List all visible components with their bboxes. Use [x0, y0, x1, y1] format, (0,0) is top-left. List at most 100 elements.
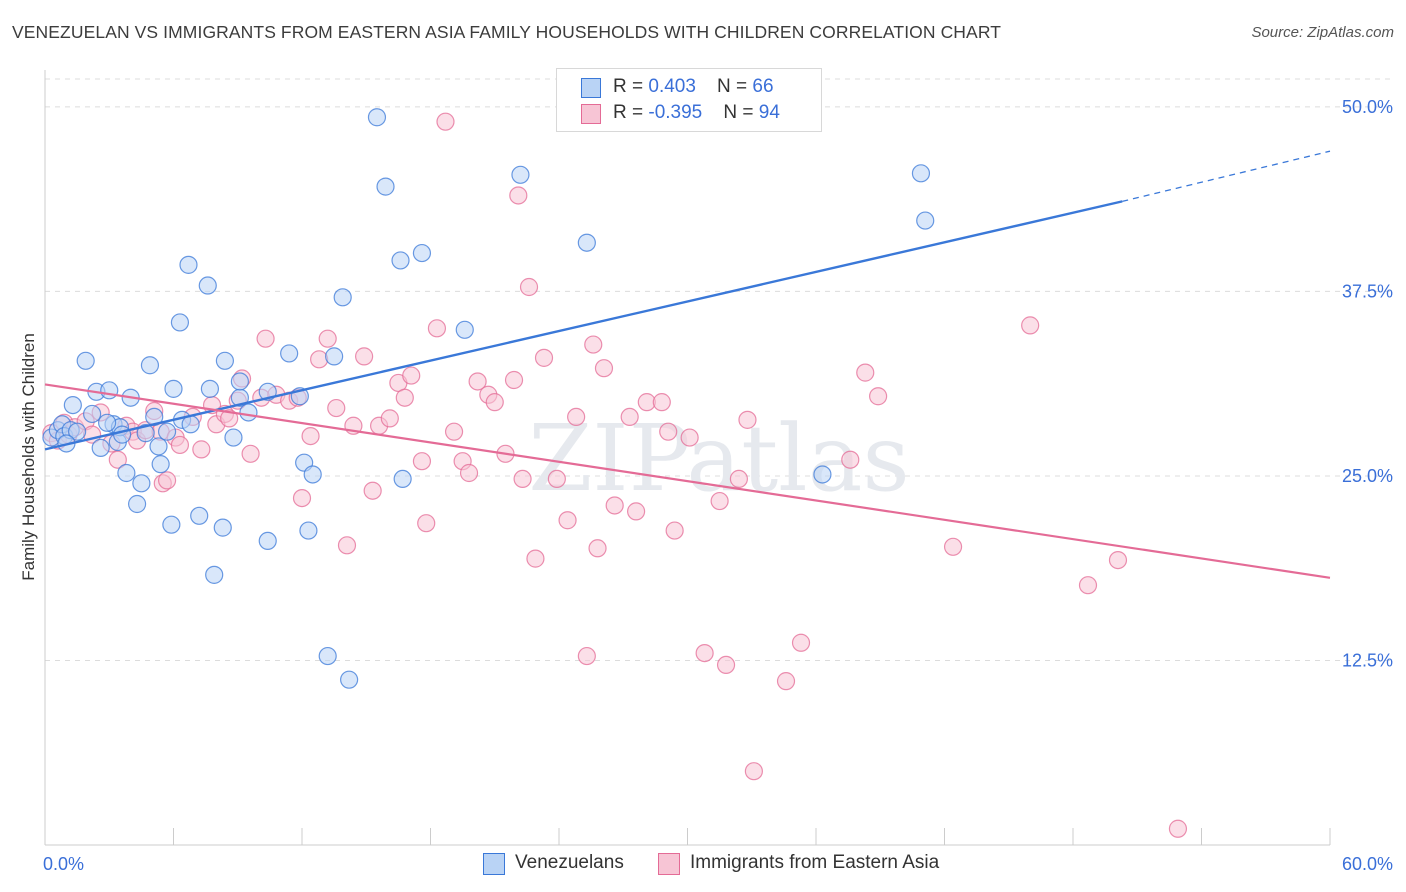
data-point[interactable]	[695, 643, 714, 663]
data-point[interactable]	[200, 379, 220, 398]
data-point[interactable]	[327, 398, 346, 418]
data-point[interactable]	[239, 403, 258, 422]
data-point[interactable]	[841, 450, 860, 469]
data-point[interactable]	[280, 344, 299, 363]
data-point[interactable]	[1108, 550, 1128, 570]
data-point[interactable]	[594, 359, 614, 378]
data-point[interactable]	[198, 276, 217, 295]
data-point[interactable]	[170, 313, 190, 332]
data-point[interactable]	[363, 481, 382, 500]
data-point[interactable]	[519, 277, 539, 297]
data-point[interactable]	[170, 435, 190, 455]
data-point[interactable]	[620, 407, 639, 427]
data-point[interactable]	[108, 450, 127, 469]
data-point[interactable]	[526, 549, 545, 568]
data-point[interactable]	[605, 496, 624, 515]
data-point[interactable]	[588, 539, 607, 558]
data-point[interactable]	[626, 502, 646, 521]
data-point[interactable]	[402, 366, 421, 385]
data-point[interactable]	[292, 488, 312, 508]
data-point[interactable]	[213, 518, 232, 537]
data-point[interactable]	[558, 511, 577, 530]
data-point[interactable]	[1021, 316, 1040, 335]
data-point[interactable]	[318, 646, 337, 666]
data-point[interactable]	[547, 469, 566, 489]
data-point[interactable]	[455, 320, 474, 339]
data-point[interactable]	[380, 409, 399, 428]
data-point[interactable]	[468, 372, 487, 391]
data-point[interactable]	[157, 471, 177, 490]
data-point[interactable]	[337, 536, 357, 555]
data-point[interactable]	[256, 329, 275, 348]
data-point[interactable]	[534, 348, 554, 367]
data-point[interactable]	[716, 655, 736, 675]
data-point[interactable]	[98, 413, 117, 432]
data-point[interactable]	[149, 437, 168, 456]
data-point[interactable]	[151, 455, 170, 474]
data-point[interactable]	[140, 356, 160, 375]
data-point[interactable]	[1168, 819, 1188, 838]
data-point[interactable]	[391, 251, 410, 270]
data-point[interactable]	[333, 288, 352, 307]
data-point[interactable]	[511, 165, 530, 184]
data-point[interactable]	[911, 164, 931, 183]
data-point[interactable]	[776, 672, 796, 691]
data-point[interactable]	[136, 424, 155, 443]
data-point[interactable]	[459, 463, 479, 483]
data-point[interactable]	[367, 108, 387, 127]
data-point[interactable]	[376, 177, 395, 196]
data-point[interactable]	[504, 370, 524, 390]
data-point[interactable]	[68, 422, 87, 441]
data-point[interactable]	[162, 515, 181, 534]
data-point[interactable]	[241, 444, 260, 463]
data-point[interactable]	[916, 211, 935, 230]
data-point[interactable]	[856, 363, 875, 382]
data-point[interactable]	[513, 469, 532, 489]
data-point[interactable]	[393, 469, 412, 489]
data-point[interactable]	[91, 438, 110, 458]
data-point[interactable]	[427, 319, 447, 338]
data-point[interactable]	[340, 670, 359, 689]
data-point[interactable]	[132, 474, 151, 493]
data-point[interactable]	[220, 409, 239, 428]
data-point[interactable]	[76, 351, 95, 370]
data-point[interactable]	[869, 387, 888, 406]
data-point[interactable]	[577, 646, 596, 666]
data-point[interactable]	[83, 404, 102, 424]
data-point[interactable]	[738, 410, 757, 429]
data-point[interactable]	[205, 565, 224, 584]
data-point[interactable]	[444, 422, 464, 441]
data-point[interactable]	[215, 351, 234, 370]
data-point[interactable]	[436, 112, 455, 131]
data-point[interactable]	[577, 233, 596, 252]
data-point[interactable]	[63, 395, 82, 415]
data-point[interactable]	[509, 186, 528, 205]
data-point[interactable]	[652, 393, 671, 412]
data-point[interactable]	[301, 426, 320, 446]
data-point[interactable]	[412, 243, 432, 263]
data-point[interactable]	[485, 393, 504, 412]
data-point[interactable]	[190, 506, 209, 525]
data-point[interactable]	[192, 440, 211, 459]
data-point[interactable]	[355, 347, 374, 366]
data-point[interactable]	[258, 531, 277, 551]
data-point[interactable]	[299, 521, 318, 540]
data-point[interactable]	[112, 425, 132, 444]
data-point[interactable]	[230, 372, 249, 391]
data-point[interactable]	[567, 407, 586, 427]
data-point[interactable]	[157, 422, 177, 441]
data-point[interactable]	[744, 762, 763, 781]
data-point[interactable]	[659, 422, 678, 441]
data-point[interactable]	[791, 633, 811, 652]
data-point[interactable]	[412, 452, 432, 471]
data-point[interactable]	[224, 428, 243, 447]
data-point[interactable]	[179, 255, 198, 274]
data-point[interactable]	[584, 335, 603, 354]
data-point[interactable]	[325, 347, 344, 366]
data-point[interactable]	[1078, 576, 1098, 595]
data-point[interactable]	[665, 521, 684, 540]
data-point[interactable]	[680, 428, 699, 447]
data-point[interactable]	[417, 514, 436, 533]
data-point[interactable]	[318, 329, 337, 348]
data-point[interactable]	[117, 463, 136, 483]
